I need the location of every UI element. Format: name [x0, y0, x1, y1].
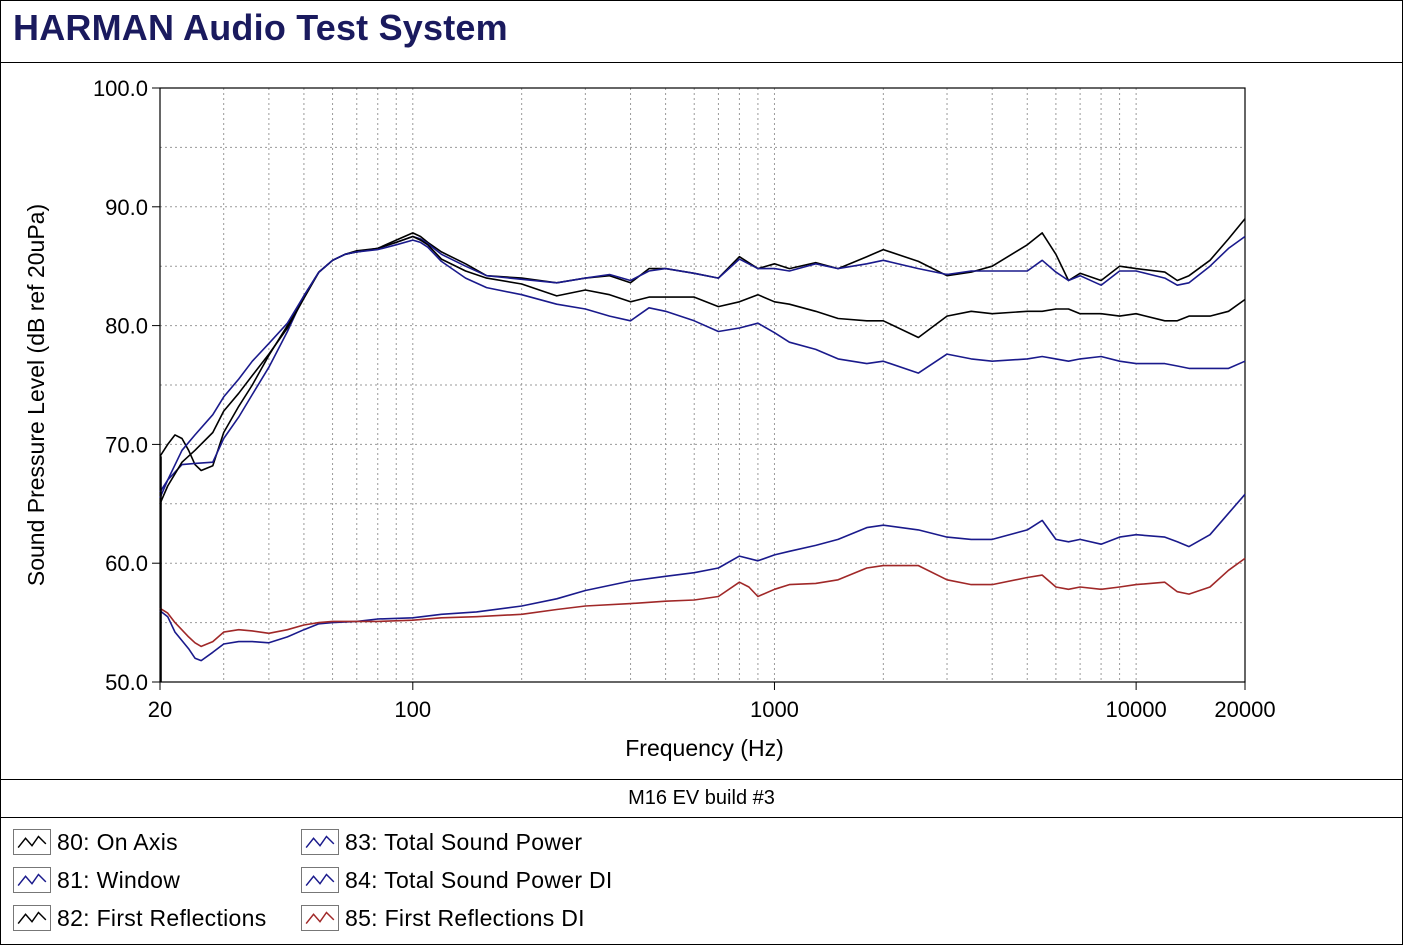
y-tick-label: 90.0	[105, 195, 148, 220]
legend-swatch-first-reflections-di-icon	[301, 905, 339, 931]
legend-label: 82: First Reflections	[57, 904, 267, 931]
chart-caption-bar: M16 EV build #3	[1, 779, 1402, 818]
legend-swatch-total-sound-power-icon	[301, 829, 339, 855]
title-bar: HARMAN Audio Test System	[1, 1, 1402, 63]
legend-item-first-reflections-di[interactable]: 85: First Reflections DI	[301, 903, 585, 933]
legend-swatch-window-icon	[13, 867, 51, 893]
frequency-response-chart: 50.0 60.0 70.0 80.0 90.0 100.0 20 100 1000 10000 2…	[23, 76, 1276, 761]
legend-label: 84: Total Sound Power DI	[345, 866, 613, 893]
series-line-4	[159, 493, 1246, 662]
legend-item-total-sound-power-di[interactable]: 84: Total Sound Power DI	[301, 865, 613, 895]
legend-label: 81: Window	[57, 866, 181, 893]
legend-label: 83: Total Sound Power	[345, 828, 583, 855]
series-line-5	[159, 557, 1246, 648]
legend-swatch-on-axis-icon	[13, 829, 51, 855]
series-line-2	[159, 235, 1246, 505]
legend-label: 85: First Reflections DI	[345, 904, 585, 931]
series-line-0	[159, 218, 1246, 472]
plot-area-frame	[159, 87, 1246, 683]
x-axis-label: Frequency (Hz)	[625, 735, 783, 761]
x-tick-label: 100	[394, 697, 431, 722]
y-tick-label: 70.0	[105, 432, 148, 457]
y-tick-label: 100.0	[93, 76, 148, 101]
legend-swatch-first-reflections-icon	[13, 905, 51, 931]
legend-item-on-axis[interactable]: 80: On Axis	[13, 827, 178, 857]
y-axis-label: Sound Pressure Level (dB ref 20uPa)	[23, 204, 49, 586]
legend-item-total-sound-power[interactable]: 83: Total Sound Power	[301, 827, 582, 857]
y-tick-label: 50.0	[105, 670, 148, 695]
x-tick-label: 20000	[1214, 697, 1275, 722]
legend-item-first-reflections[interactable]: 82: First Reflections	[13, 903, 267, 933]
chart-caption: M16 EV build #3	[628, 787, 775, 809]
app-title: HARMAN Audio Test System	[13, 7, 508, 48]
x-tick-label: 1000	[750, 697, 799, 722]
y-tick-label: 60.0	[105, 551, 148, 576]
y-tick-label: 80.0	[105, 314, 148, 339]
x-tick-label: 10000	[1106, 697, 1167, 722]
x-tick-label: 20	[148, 697, 172, 722]
legend-swatch-total-sound-power-di-icon	[301, 867, 339, 893]
series-line-3	[159, 239, 1246, 499]
legend-item-window[interactable]: 81: Window	[13, 865, 180, 895]
legend-label: 80: On Axis	[57, 828, 178, 855]
legend: 80: On Axis 81: Window 82: First Reflect…	[1, 817, 1402, 944]
